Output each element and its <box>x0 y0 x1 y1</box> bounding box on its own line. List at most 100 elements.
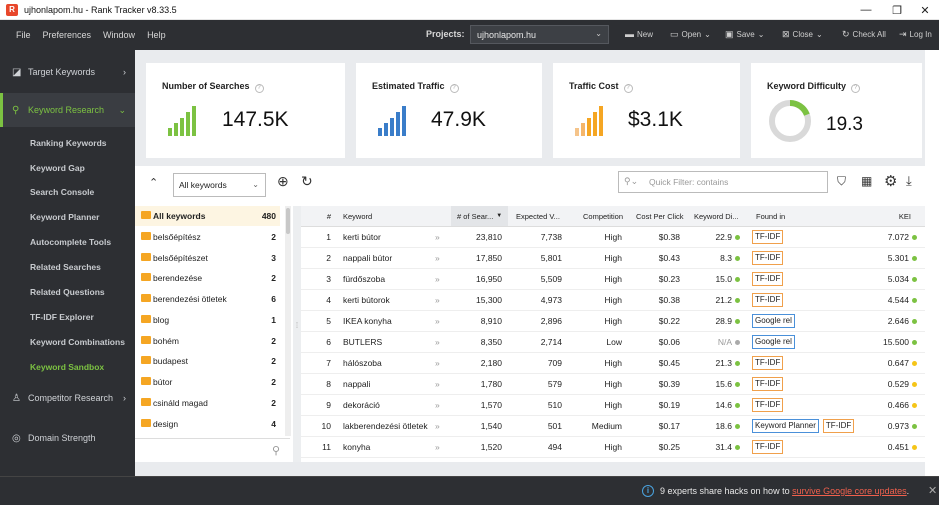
row-expand-icon[interactable]: » <box>435 316 440 326</box>
group-item[interactable]: belsőépítész 2 <box>135 227 280 247</box>
open-button[interactable]: ▭ Open ⌄ <box>670 29 711 40</box>
sidebar-item-keyword-combinations[interactable]: Keyword Combinations <box>30 337 125 347</box>
group-item[interactable]: csináld magad 2 <box>135 393 280 413</box>
row-expand-icon[interactable]: » <box>435 421 440 431</box>
project-select[interactable]: ujhonlapom.hu ⌄ <box>470 25 609 44</box>
table-row[interactable]: 5 IKEA konyha » 8,910 2,896 High $0.22 28.9 Goog… <box>301 311 925 332</box>
table-row[interactable]: 4 kerti bútorok » 15,300 4,973 High $0.38 21.2 T… <box>301 290 925 311</box>
notification-text: 9 experts share hacks on how to survive … <box>660 486 910 496</box>
row-index: 2 <box>326 253 331 263</box>
group-item[interactable]: berendezési ötletek 6 <box>135 289 280 309</box>
col-header-searches[interactable]: # of Sear... ▼ <box>451 206 508 227</box>
scrollbar-thumb[interactable] <box>286 208 290 234</box>
help-icon[interactable]: ? <box>254 84 264 93</box>
sidebar-item-related-questions[interactable]: Related Questions <box>30 287 105 297</box>
sidebar-item-related-searches[interactable]: Related Searches <box>30 262 101 272</box>
group-item[interactable]: bohém 2 <box>135 331 280 351</box>
col-header-keyword[interactable]: Keyword <box>335 206 451 227</box>
group-item[interactable]: design 4 <box>135 414 280 434</box>
sidebar-domain-strength[interactable]: ◎ Domain Strength <box>0 421 135 455</box>
menu-preferences[interactable]: Preferences <box>42 30 92 40</box>
sidebar-item-tfidf-explorer[interactable]: TF-IDF Explorer <box>30 312 94 322</box>
collapse-icon[interactable]: ⌃ <box>149 177 159 189</box>
login-button[interactable]: ⇥ Log In <box>899 29 932 40</box>
close-icon: ⊠ <box>782 29 790 39</box>
sidebar-item-keyword-planner[interactable]: Keyword Planner <box>30 212 100 222</box>
sidebar-item-search-console[interactable]: Search Console <box>30 187 95 197</box>
panel-splitter[interactable]: ⁞ <box>293 206 301 462</box>
sidebar-item-autocomplete-tools[interactable]: Autocomplete Tools <box>30 237 112 247</box>
col-header-keyword-difficulty[interactable]: Keyword Di... <box>686 206 748 227</box>
table-row[interactable]: 7 hálószoba » 2,180 709 High $0.45 21.3 TF-IDF 0.… <box>301 353 925 374</box>
help-icon[interactable]: ? <box>851 84 861 93</box>
col-header-expected-visits[interactable]: Expected V... <box>508 206 568 227</box>
restore-button[interactable]: ❐ <box>892 4 902 17</box>
row-index: 6 <box>326 337 331 347</box>
card-value: $3.1K <box>628 108 683 131</box>
row-expand-icon[interactable]: » <box>435 295 440 305</box>
close-window-button[interactable]: ✕ <box>920 4 930 17</box>
table-row[interactable]: 10 lakberendezési ötletek » 1,540 501 Medium $… <box>301 416 925 437</box>
help-icon[interactable]: ? <box>623 84 633 93</box>
sidebar-item-keyword-gap[interactable]: Keyword Gap <box>30 163 85 173</box>
row-expand-icon[interactable]: » <box>435 379 440 389</box>
table-row[interactable]: 11 konyha » 1,520 494 High $0.25 31.4 TF-IDF 0.45… <box>301 437 925 458</box>
notification-link[interactable]: survive Google core updates <box>792 486 907 496</box>
row-expand-icon[interactable]: » <box>435 253 440 263</box>
download-icon[interactable]: ⤓ <box>906 173 912 188</box>
gear-icon[interactable]: ⚙ <box>884 173 898 190</box>
table-row[interactable]: 6 BUTLERS » 8,350 2,714 Low $0.06 N/A Google rel… <box>301 332 925 353</box>
col-header-competition[interactable]: Competition <box>568 206 628 227</box>
group-item[interactable]: blog 1 <box>135 310 280 330</box>
col-header-kei[interactable]: KEI <box>862 206 925 227</box>
new-button[interactable]: ▬ New <box>625 29 653 39</box>
login-icon: ⇥ <box>899 29 907 39</box>
col-header-cpc[interactable]: Cost Per Click <box>628 206 686 227</box>
kd-value: 15.6 <box>715 379 732 389</box>
check-all-button[interactable]: ↻ Check All <box>842 29 886 40</box>
sidebar-item-ranking-keywords[interactable]: Ranking Keywords <box>30 138 107 148</box>
add-icon[interactable]: ⊕ <box>277 173 289 189</box>
row-expand-icon[interactable]: » <box>435 400 440 410</box>
close-icon[interactable]: ✕ <box>928 485 938 497</box>
col-header-found-in[interactable]: Found in <box>748 206 862 227</box>
table-row[interactable]: 3 fürdőszoba » 16,950 5,509 High $0.23 15.0 TF-I… <box>301 269 925 290</box>
row-expand-icon[interactable]: » <box>435 232 440 242</box>
table-row[interactable]: 9 dekoráció » 1,570 510 High $0.19 14.6 TF-IDF 0.… <box>301 395 925 416</box>
col-header-index[interactable]: # <box>301 206 335 227</box>
group-item[interactable]: All keywords 480 <box>135 206 280 226</box>
grid-icon[interactable]: ▦ <box>861 174 873 188</box>
group-item[interactable]: budapest 2 <box>135 351 280 371</box>
card-value: 19.3 <box>826 114 863 135</box>
minimize-button[interactable]: — <box>860 4 872 16</box>
table-row[interactable]: 1 kerti bútor » 23,810 7,738 High $0.38 22.9 TF-… <box>301 227 925 248</box>
refresh-icon[interactable]: ↻ <box>301 173 313 189</box>
sidebar-item-keyword-sandbox[interactable]: Keyword Sandbox <box>30 362 105 372</box>
group-item[interactable]: belsőépítészet 3 <box>135 248 280 268</box>
sidebar-competitor-research[interactable]: ♙ Competitor Research › <box>0 381 135 415</box>
table-row[interactable]: 2 nappali bútor » 17,850 5,801 High $0.43 8.3 TF… <box>301 248 925 269</box>
menu-file[interactable]: File <box>16 30 31 40</box>
save-button[interactable]: ▣ Save ⌄ <box>725 29 764 40</box>
card-estimated-traffic: Estimated Traffic? 47.9K <box>356 63 542 158</box>
row-expand-icon[interactable]: » <box>435 358 440 368</box>
quick-filter-input[interactable]: ⚲⌄ Quick Filter: contains <box>618 171 828 193</box>
table-row[interactable]: 8 nappali » 1,780 579 High $0.39 15.6 TF-IDF 0.52… <box>301 374 925 395</box>
filter-icon[interactable]: ⛉ <box>837 174 847 188</box>
keyword-group-select[interactable]: All keywords ⌄ <box>173 173 266 197</box>
row-expand-icon[interactable]: » <box>435 337 440 347</box>
group-item[interactable]: bútor 2 <box>135 372 280 392</box>
groups-scrollbar[interactable] <box>285 206 291 436</box>
card-value: 47.9K <box>431 108 486 131</box>
groups-search[interactable]: ⚲ <box>135 438 290 462</box>
menu-window[interactable]: Window <box>103 30 136 40</box>
row-expand-icon[interactable]: » <box>435 274 440 284</box>
sidebar-keyword-research[interactable]: ⚲ Keyword Research ⌄ <box>0 93 135 127</box>
group-item[interactable]: berendezése 2 <box>135 268 280 288</box>
row-expand-icon[interactable]: » <box>435 442 440 452</box>
sidebar-target-keywords[interactable]: ◪ Target Keywords › <box>0 55 135 89</box>
help-icon[interactable]: ? <box>449 84 459 93</box>
bar-chart-icon <box>575 106 609 136</box>
close-project-button[interactable]: ⊠ Close ⌄ <box>782 29 823 40</box>
menu-help[interactable]: Help <box>147 30 166 40</box>
